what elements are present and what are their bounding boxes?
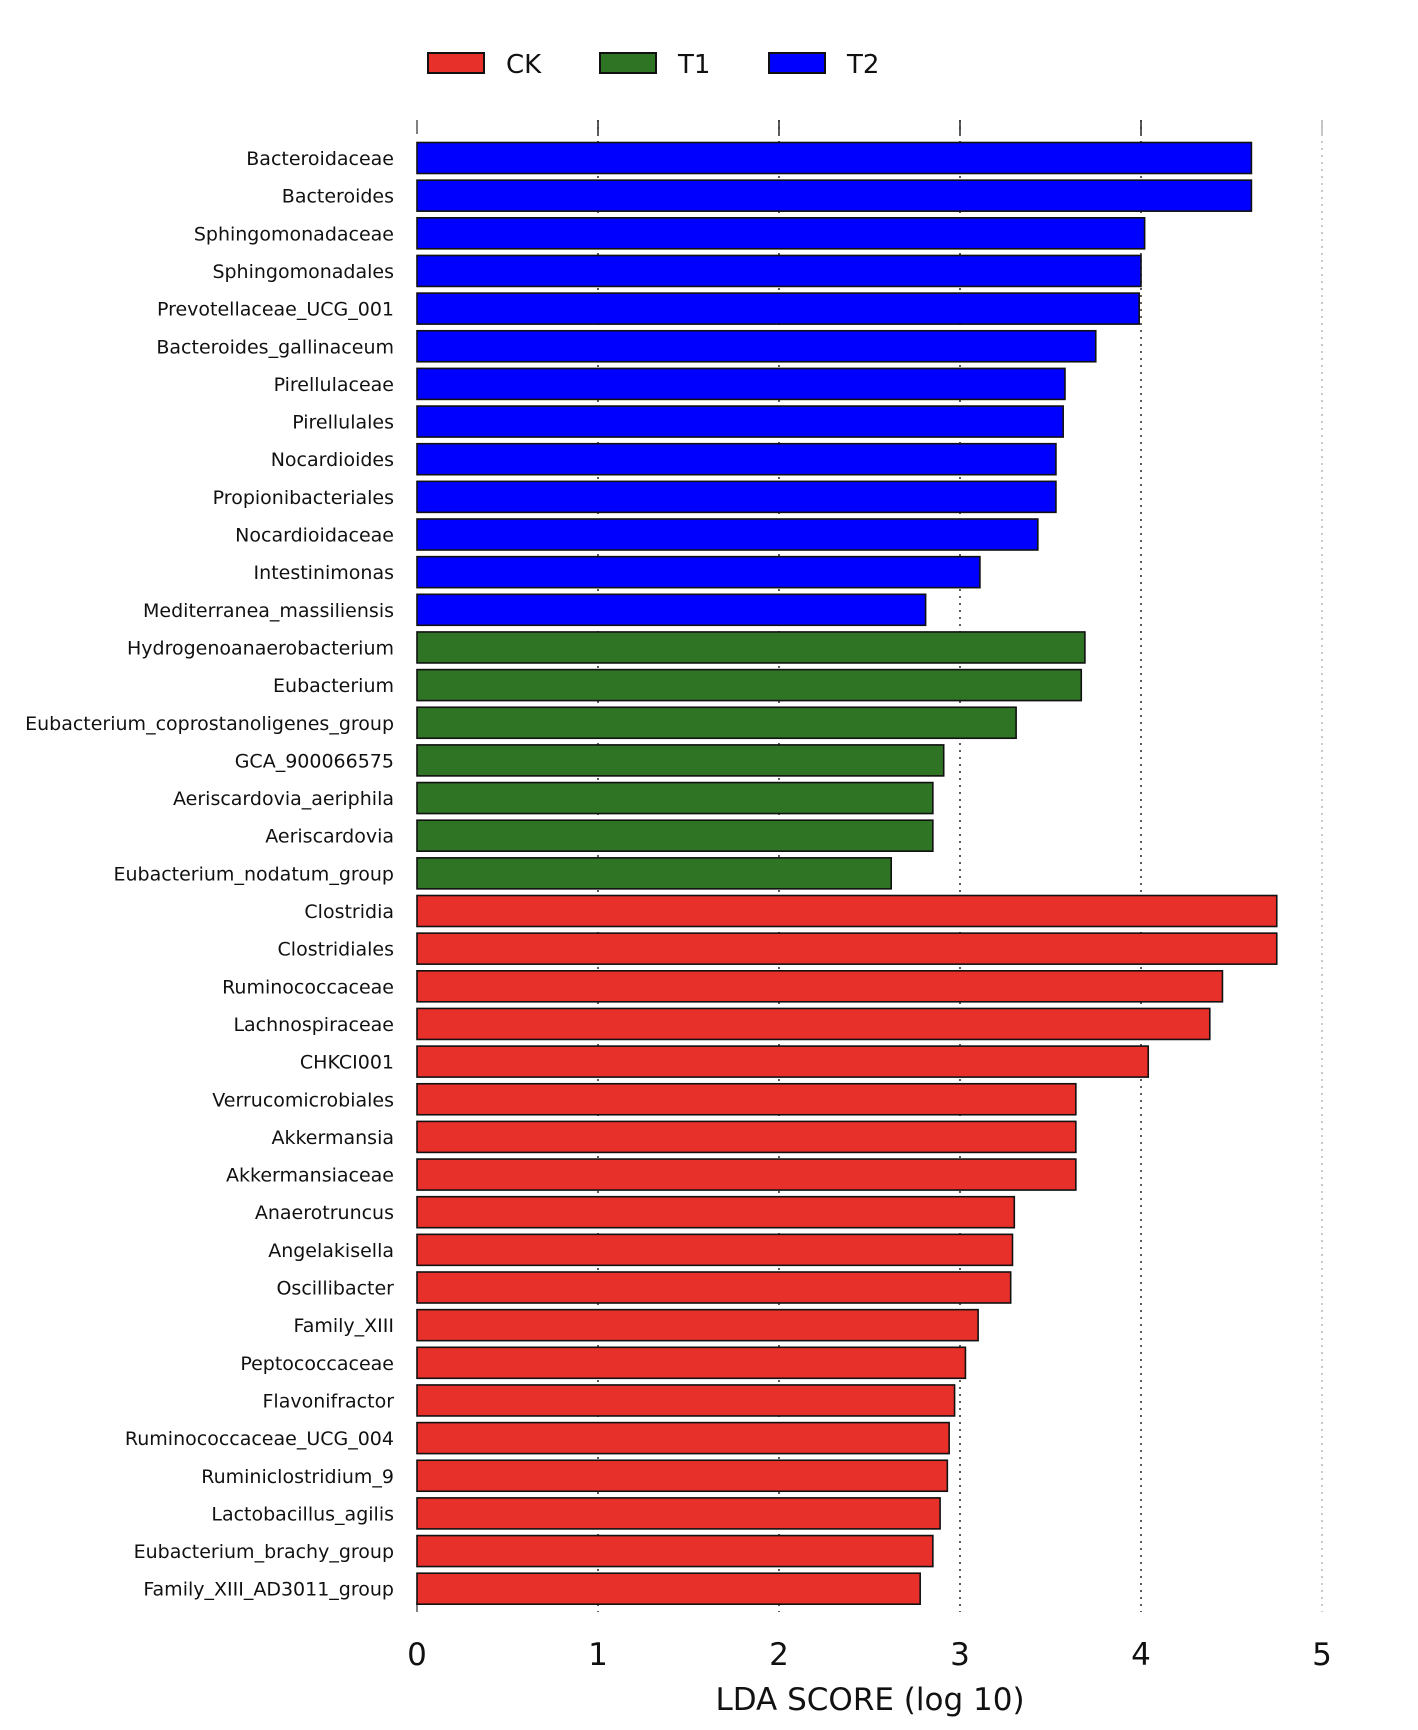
category-label: Bacteroidaceae xyxy=(246,148,394,170)
bar-oscillibacter xyxy=(416,1271,1012,1304)
bar-aeriscardovia-aeriphila xyxy=(416,781,934,815)
category-label: Oscillibacter xyxy=(276,1278,394,1300)
bar-propionibacteriales xyxy=(416,480,1057,514)
category-label: Propionibacteriales xyxy=(213,487,394,509)
legend-swatch-t2 xyxy=(768,52,826,74)
bar-prevotellaceae-ucg-001 xyxy=(416,292,1140,325)
legend-label-ck: CK xyxy=(506,50,542,80)
category-label: Intestinimonas xyxy=(254,562,394,584)
category-label: Mediterranea_massiliensis xyxy=(143,600,394,622)
category-label: Nocardioidaceae xyxy=(235,525,394,547)
bar-bacteroidaceae xyxy=(416,141,1253,175)
x-tick-label-2: 2 xyxy=(769,1637,789,1673)
bar-bacteroides xyxy=(416,179,1253,212)
x-tick-label-3: 3 xyxy=(950,1637,970,1673)
category-label: Akkermansiaceae xyxy=(226,1165,394,1187)
category-label: GCA_900066575 xyxy=(235,750,394,772)
bar-angelakisella xyxy=(416,1233,1014,1267)
category-label: Ruminiclostridium_9 xyxy=(201,1466,394,1488)
category-label: Eubacterium_coprostanoligenes_group xyxy=(25,713,394,735)
category-label: Clostridia xyxy=(304,901,394,923)
bar-pirellulaceae xyxy=(416,367,1066,401)
bar-pirellulales xyxy=(416,405,1064,438)
legend: CK T1 T2 xyxy=(427,50,879,80)
x-tick-label-1: 1 xyxy=(588,1637,608,1673)
bar-eubacterium-coprostanoligenes-group xyxy=(416,706,1017,740)
category-label: Aeriscardovia xyxy=(265,826,394,848)
bar-intestinimonas xyxy=(416,555,981,589)
bar-clostridiales xyxy=(416,932,1278,965)
category-label: Family_XIII_AD3011_group xyxy=(143,1579,394,1601)
legend-label-t2: T2 xyxy=(846,50,879,80)
category-label: Eubacterium_nodatum_group xyxy=(113,863,394,885)
category-label: Lachnospiraceae xyxy=(233,1014,394,1036)
category-label: Peptococcaceae xyxy=(240,1353,394,1375)
legend-swatch-t1 xyxy=(599,52,657,74)
bar-sphingomonadales xyxy=(416,254,1142,288)
x-tick-label-4: 4 xyxy=(1131,1637,1151,1673)
bar-ruminococcaceae-ucg-004 xyxy=(416,1421,950,1455)
bars xyxy=(416,141,1278,1605)
category-label: Sphingomonadales xyxy=(212,261,394,283)
category-label: Ruminococcaceae_UCG_004 xyxy=(125,1428,394,1450)
category-labels: Bacteroidaceae Bacteroides Sphingomonadace… xyxy=(25,148,394,1601)
category-label: Ruminococcaceae xyxy=(222,976,394,998)
category-label: Hydrogenoanaerobacterium xyxy=(127,637,394,659)
bar-lachnospiraceae xyxy=(416,1007,1211,1041)
x-tick-label-0: 0 xyxy=(407,1637,427,1673)
bar-family-xiii-ad3011-group xyxy=(416,1572,921,1605)
bar-verrucomicrobiales xyxy=(416,1082,1077,1116)
category-label: Sphingomonadaceae xyxy=(194,223,394,245)
bar-ruminiclostridium-9 xyxy=(416,1459,949,1493)
x-axis-ticks: 0 1 2 3 4 5 xyxy=(407,1637,1332,1673)
category-label: Anaerotruncus xyxy=(255,1202,394,1224)
bar-chkci001 xyxy=(416,1045,1150,1078)
x-tick-label-5: 5 xyxy=(1312,1637,1332,1673)
bar-anaerotruncus xyxy=(416,1195,1016,1229)
bar-akkermansiaceae xyxy=(416,1158,1077,1191)
bar-aeriscardovia xyxy=(416,819,934,853)
bar-ruminococcaceae xyxy=(416,969,1224,1003)
bar-nocardioides xyxy=(416,442,1057,476)
category-label: CHKCI001 xyxy=(300,1052,394,1074)
category-label: Eubacterium xyxy=(273,675,394,697)
category-label: Verrucomicrobiales xyxy=(212,1089,394,1111)
category-label: Bacteroides xyxy=(282,186,394,208)
category-label: Akkermansia xyxy=(271,1127,394,1149)
category-label: Eubacterium_brachy_group xyxy=(134,1541,394,1563)
category-label: Angelakisella xyxy=(268,1240,394,1262)
bar-family-xiii xyxy=(416,1308,979,1342)
category-label: Aeriscardovia_aeriphila xyxy=(173,788,394,810)
bar-eubacterium-brachy-group xyxy=(416,1534,934,1568)
category-label: Flavonifractor xyxy=(262,1390,394,1412)
category-label: Family_XIII xyxy=(294,1315,394,1337)
bar-akkermansia xyxy=(416,1120,1077,1154)
category-label: Pirellulaceae xyxy=(274,374,394,396)
bar-nocardioidaceae xyxy=(416,518,1039,551)
x-axis-title: LDA SCORE (log 10) xyxy=(715,1682,1024,1718)
category-label: Clostridiales xyxy=(278,939,394,961)
category-label: Nocardioides xyxy=(271,449,394,471)
bar-sphingomonadaceae xyxy=(416,217,1146,250)
legend-label-t1: T1 xyxy=(677,50,710,80)
legend-swatch-ck xyxy=(427,52,485,74)
bar-eubacterium-nodatum-group xyxy=(416,857,893,890)
bar-bacteroides-gallinaceum xyxy=(416,329,1097,363)
bar-lactobacillus-agilis xyxy=(416,1497,941,1530)
category-label: Prevotellaceae_UCG_001 xyxy=(157,299,394,321)
bar-hydrogenoanaerobacterium xyxy=(416,631,1086,664)
category-label: Lactobacillus_agilis xyxy=(211,1503,394,1525)
bar-flavonifractor xyxy=(416,1384,956,1417)
bar-mediterranea-massiliensis xyxy=(416,593,927,627)
bar-clostridia xyxy=(416,894,1278,928)
category-label: Pirellulales xyxy=(292,412,394,434)
category-label: Bacteroides_gallinaceum xyxy=(156,336,394,358)
bar-peptococcaceae xyxy=(416,1346,967,1380)
bar-gca-900066575 xyxy=(416,744,945,777)
bar-eubacterium xyxy=(416,668,1083,702)
